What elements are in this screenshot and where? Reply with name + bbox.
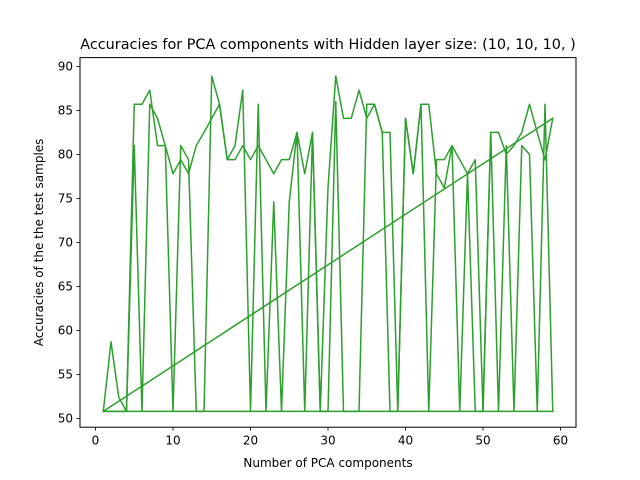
x-tick-label: 30 xyxy=(320,434,335,448)
x-tick-label: 0 xyxy=(92,434,100,448)
y-tick-label: 55 xyxy=(58,368,73,382)
y-tick-label: 90 xyxy=(58,60,73,74)
y-axis-title: Accuracies of the the test samples xyxy=(32,139,46,347)
plot-lines xyxy=(102,75,554,413)
x-tick-label: 40 xyxy=(398,434,413,448)
x-tick-label: 10 xyxy=(165,434,180,448)
y-tick-label: 80 xyxy=(58,148,73,162)
series-line-3 xyxy=(102,117,554,413)
y-axis-ticks: 50 55 60 65 70 75 80 85 90 xyxy=(58,60,80,426)
x-axis-title: Number of PCA components xyxy=(243,456,412,470)
x-tick-label: 60 xyxy=(553,434,568,448)
y-tick-label: 70 xyxy=(58,236,73,250)
y-tick-label: 85 xyxy=(58,104,73,118)
series-line-1 xyxy=(102,75,554,413)
x-tick-label: 50 xyxy=(475,434,490,448)
y-tick-label: 50 xyxy=(58,412,73,426)
y-tick-label: 75 xyxy=(58,192,73,206)
chart-title: Accuracies for PCA components with Hidde… xyxy=(80,37,575,53)
x-tick-label: 20 xyxy=(243,434,258,448)
y-tick-label: 65 xyxy=(58,280,73,294)
y-tick-label: 60 xyxy=(58,324,73,338)
x-axis-ticks: 0 10 20 30 40 50 60 xyxy=(92,427,568,448)
